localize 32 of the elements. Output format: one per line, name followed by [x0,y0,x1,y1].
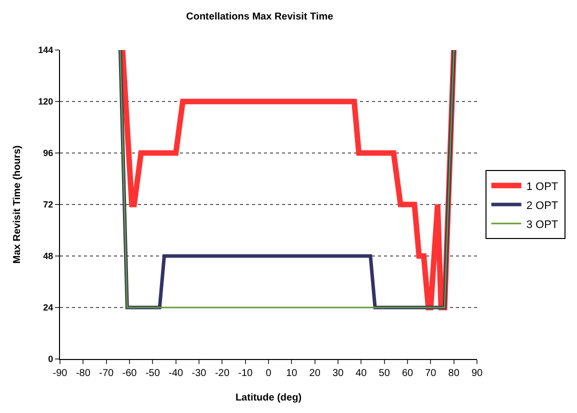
x-tick-label: 60 [402,368,414,379]
x-tick-label: 20 [309,368,321,379]
y-tick-label: 120 [38,96,54,107]
x-tick-label: 80 [448,368,460,379]
x-tick-label: -50 [145,368,160,379]
x-tick-label: 90 [471,368,483,379]
y-tick-label: 24 [43,302,54,313]
y-axis-title: Max Revisit Time (hours) [12,145,24,264]
x-tick-label: -80 [76,368,91,379]
legend-label: 1 OPT [526,180,558,193]
x-tick-label: -70 [99,368,114,379]
x-tick-label: -40 [168,368,184,379]
legend-label: 3 OPT [526,218,558,231]
x-tick-label: 40 [356,368,368,379]
y-tick-label: 72 [43,200,54,210]
y-tick-label: 144 [38,45,54,56]
x-tick-label: -10 [238,368,253,379]
legend-label: 2 OPT [526,200,558,212]
x-axis-title: Latitude (deg) [235,392,302,404]
x-tick-label: -60 [122,368,138,379]
x-tick-label: -30 [192,368,207,379]
x-tick-label: 70 [425,368,437,379]
chart-title: Contellations Max Revisit Time [186,11,334,22]
x-tick-label: 10 [286,368,298,379]
x-tick-label: 30 [332,368,344,379]
y-tick-label: 96 [43,148,54,158]
x-tick-label: -20 [214,368,230,379]
x-tick-label: 50 [378,368,390,379]
x-tick-label: -90 [52,368,68,379]
x-tick-label: 0 [266,368,272,379]
y-tick-label: 0 [48,354,54,364]
y-tick-label: 48 [43,251,54,262]
